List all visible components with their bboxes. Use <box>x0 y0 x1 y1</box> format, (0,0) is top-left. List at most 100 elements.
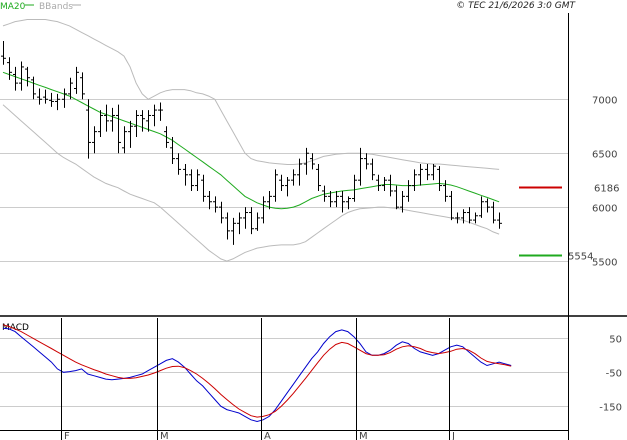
ohlc-bar <box>74 66 79 94</box>
ohlc-bar <box>479 196 484 218</box>
ohlc-bar <box>231 217 236 245</box>
ohlc-bar <box>406 180 411 202</box>
ohlc-bar <box>328 190 333 208</box>
ohlc-bar <box>431 164 436 181</box>
ohlc-bar <box>443 180 448 202</box>
ohlc-bar <box>455 212 460 224</box>
ohlc-bar <box>346 196 351 210</box>
ohlc-bar <box>104 104 109 132</box>
ohlc-bar <box>1 41 6 65</box>
ohlc-bar <box>183 164 188 186</box>
ohlc-bar <box>122 126 127 154</box>
legend-bbands-label: BBands <box>39 2 73 12</box>
ohlc-bar <box>376 174 381 191</box>
ohlc-bar <box>25 66 30 87</box>
ohlc-bar <box>68 77 73 100</box>
ohlc-bar <box>267 190 272 210</box>
macd-tick-label: -50 <box>606 369 622 380</box>
ohlc-bar <box>110 107 115 132</box>
ohlc-bar <box>7 57 12 80</box>
ohlc-bar <box>80 72 85 100</box>
ohlc-bar <box>418 164 423 186</box>
price-tick-label: 5500 <box>592 258 617 269</box>
x-tick-label: A <box>264 431 271 440</box>
ohlc-bar <box>467 207 472 224</box>
ohlc-bar <box>255 212 260 231</box>
ohlc-bar <box>412 169 417 191</box>
ohlc-bar <box>201 174 206 202</box>
ohlc-bar <box>273 169 278 202</box>
bb-upper-line <box>2 19 500 170</box>
price-y-axis: 5500 6000 6500 7000 <box>592 96 617 269</box>
ohlc-bar <box>116 104 121 154</box>
ohlc-bar <box>152 104 157 127</box>
ohlc-bar <box>425 164 430 181</box>
support-resistance-levels: 6186 5554 <box>519 184 619 263</box>
ohlc-bar <box>37 88 42 105</box>
ohlc-bar <box>449 190 454 221</box>
ohlc-bar <box>400 190 405 213</box>
ohlc-bar <box>134 110 139 138</box>
ohlc-bar <box>485 198 490 213</box>
ma20-path <box>2 71 500 210</box>
legend: MA20 BBands <box>0 2 81 12</box>
ohlc-bar <box>158 102 163 121</box>
ohlc-bar <box>370 158 375 181</box>
ohlc-bar <box>279 174 284 191</box>
ohlc-bar <box>207 190 212 210</box>
ohlc-bar <box>352 174 357 202</box>
macd-tick-label: -150 <box>599 403 622 414</box>
ohlc-bar <box>249 207 254 235</box>
ohlc-bar <box>98 110 103 138</box>
resistance-label: 6186 <box>594 184 619 195</box>
ohlc-bar <box>140 110 145 132</box>
ohlc-bar <box>86 99 91 159</box>
ohlc-bar <box>388 174 393 197</box>
ohlc-bar <box>176 153 181 175</box>
macd-panel: MACD 50 -50 -150 <box>0 323 622 423</box>
price-grid <box>0 99 568 262</box>
ohlc-bar <box>19 61 24 91</box>
ohlc-bar <box>195 169 200 191</box>
ohlc-bar <box>62 88 67 108</box>
macd-line <box>2 327 512 423</box>
ohlc-bar <box>310 153 315 170</box>
ohlc-bar <box>334 190 339 208</box>
price-panel: 6186 5554 5500 6000 6500 7000 <box>0 13 619 315</box>
ohlc-bar <box>164 126 169 148</box>
ohlc-bar <box>13 66 18 91</box>
ohlc-bar <box>340 190 345 213</box>
bb-lower-line <box>2 104 500 262</box>
ma20-line <box>2 71 500 210</box>
ohlc-bar <box>497 212 502 229</box>
ohlc-bar <box>261 196 266 224</box>
ohlc-bar <box>225 212 230 240</box>
bollinger-bands <box>2 19 500 262</box>
ohlc-bar <box>473 212 478 224</box>
ohlc-bar <box>297 158 302 186</box>
ohlc-bar <box>55 93 60 111</box>
ohlc-bar <box>92 126 97 154</box>
ohlc-bar <box>189 169 194 191</box>
x-tick-label: M <box>160 431 169 440</box>
macd-title: MACD <box>2 323 29 333</box>
ohlc-bar <box>291 169 296 186</box>
ohlc-bar <box>31 76 36 100</box>
price-tick-label: 6000 <box>592 204 617 215</box>
ohlc-bar <box>170 137 175 164</box>
ohlc-bar <box>237 212 242 235</box>
ohlc-bar <box>491 201 496 224</box>
macd-tick-label: 50 <box>609 335 622 346</box>
ohlc-bar <box>364 153 369 170</box>
macd-grid <box>0 338 568 407</box>
ohlc-bar <box>243 207 248 229</box>
support-label: 5554 <box>568 252 593 263</box>
macd-y-axis: 50 -50 -150 <box>599 335 622 414</box>
ohlc-bar <box>146 110 151 132</box>
ohlc-bar <box>213 196 218 213</box>
ohlc-bar <box>285 176 290 197</box>
x-tick-label: M <box>359 431 368 440</box>
ohlc-bar <box>394 185 399 210</box>
